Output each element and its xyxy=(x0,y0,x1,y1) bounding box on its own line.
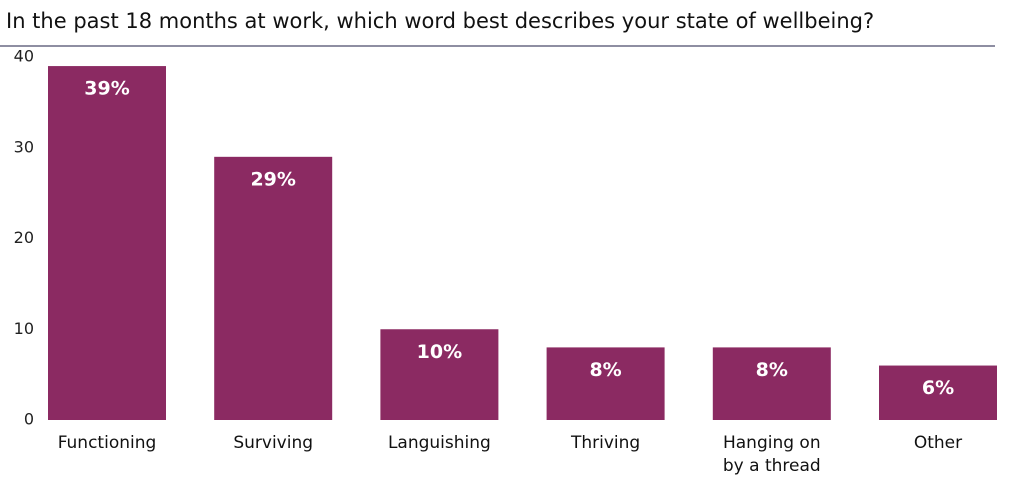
value-label: 39% xyxy=(84,78,129,100)
bar xyxy=(214,156,333,420)
value-label: 29% xyxy=(250,168,295,190)
y-tick-label: 0 xyxy=(24,410,34,429)
x-tick-label: Surviving xyxy=(233,433,314,453)
value-label: 8% xyxy=(756,359,788,381)
value-label: 6% xyxy=(922,377,954,399)
y-tick-label: 20 xyxy=(14,228,34,247)
x-tick-label: Thriving xyxy=(570,433,641,453)
x-tick-label: Languishing xyxy=(387,433,491,453)
value-label: 10% xyxy=(417,341,462,363)
x-tick-label: Other xyxy=(913,433,963,453)
bar xyxy=(546,347,665,420)
value-label: 8% xyxy=(589,359,621,381)
bar xyxy=(712,347,831,420)
bar xyxy=(879,365,997,420)
y-tick-label: 40 xyxy=(14,47,34,66)
y-tick-label: 30 xyxy=(14,137,34,156)
y-tick-label: 10 xyxy=(14,319,34,338)
x-tick-label: Functioning xyxy=(57,433,157,453)
bar xyxy=(380,329,499,420)
x-tick-label: Hanging on by a thread xyxy=(722,433,821,476)
bar xyxy=(48,66,166,420)
chart-title: In the past 18 months at work, which wor… xyxy=(6,9,874,33)
